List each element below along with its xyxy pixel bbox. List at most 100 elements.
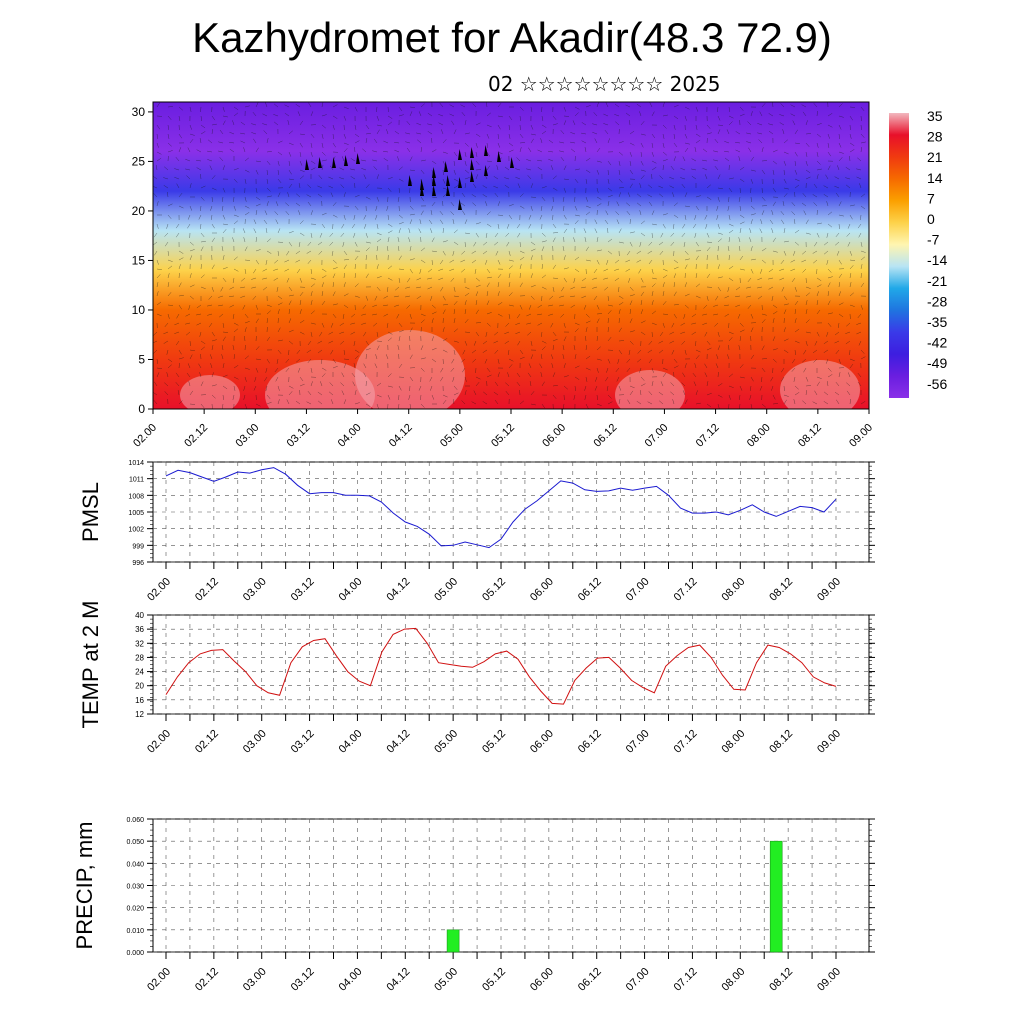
wind-arrow xyxy=(516,381,521,387)
wind-arrow xyxy=(299,232,305,236)
wind-arrow xyxy=(749,394,752,400)
wind-arrow xyxy=(464,331,471,333)
wind-arrow xyxy=(629,300,633,306)
wind-arrow xyxy=(684,399,688,405)
wind-arrow xyxy=(175,156,180,162)
wind-arrow xyxy=(196,322,202,326)
wind-arrow xyxy=(167,106,174,108)
wind-arrow xyxy=(750,335,752,342)
wind-arrow xyxy=(156,201,159,207)
wind-arrow xyxy=(746,295,752,298)
wind-arrow xyxy=(728,177,734,180)
wind-arrow xyxy=(694,232,697,238)
wind-arrow xyxy=(585,313,590,318)
wind-arrow xyxy=(672,192,675,198)
wind-arrow xyxy=(431,160,437,165)
wind-arrow xyxy=(442,227,444,234)
y-tick-label: 30 xyxy=(132,105,146,119)
wind-arrow xyxy=(409,169,415,171)
wind-arrow xyxy=(163,340,169,344)
wind-arrow xyxy=(376,403,379,409)
wind-arrow xyxy=(574,256,580,261)
wind-arrow xyxy=(343,293,349,297)
wind-arrow xyxy=(460,104,466,108)
wind-arrow xyxy=(772,311,778,315)
wind-arrow xyxy=(662,151,667,156)
wind-arrow xyxy=(363,372,367,378)
wind-arrow xyxy=(365,353,367,360)
wind-arrow xyxy=(504,331,510,335)
wind-arrow xyxy=(453,349,456,355)
wind-arrow xyxy=(299,383,305,387)
wind-arrow xyxy=(651,322,657,326)
wind-arrow xyxy=(418,385,422,391)
wind-arrow xyxy=(211,394,216,399)
wind-arrow xyxy=(464,300,467,306)
wind-arrow xyxy=(528,223,532,229)
wind-arrow xyxy=(860,282,865,288)
wind-arrow xyxy=(508,273,511,279)
wind-arrow xyxy=(673,223,675,229)
wind-arrow xyxy=(638,268,642,274)
wind-arrow xyxy=(409,219,413,225)
wind-arrow xyxy=(681,382,686,387)
wind-arrow xyxy=(240,140,246,144)
wind-arrow xyxy=(574,196,576,203)
wind-arrow xyxy=(460,202,466,207)
wind-arrow xyxy=(581,295,587,299)
x-tick-label: 08.12 xyxy=(796,422,824,450)
wind-arrow xyxy=(409,335,411,342)
wind-arrow xyxy=(222,120,226,126)
wind-arrow xyxy=(464,219,468,225)
wind-arrow xyxy=(519,133,524,139)
wind-arrow xyxy=(794,142,800,144)
wind-arrow xyxy=(189,249,195,252)
x-tick-label: 08.12 xyxy=(767,728,795,756)
wind-arrow xyxy=(735,142,741,144)
wind-arrow xyxy=(860,214,862,221)
wind-arrow xyxy=(232,277,235,283)
wind-arrow xyxy=(673,124,676,130)
wind-arrow xyxy=(716,354,719,360)
x-tick-label: 05.12 xyxy=(480,728,508,756)
wind-arrow xyxy=(636,259,642,263)
wind-arrow xyxy=(420,103,425,108)
wind-arrow xyxy=(431,149,437,153)
wind-arrow xyxy=(221,354,224,360)
wind-arrow xyxy=(826,381,829,387)
wind-arrow xyxy=(332,291,336,297)
wind-arrow xyxy=(783,394,789,397)
wind-arrow xyxy=(816,331,820,337)
wind-arrow xyxy=(221,246,224,252)
wind-arrow xyxy=(275,376,279,382)
wind-arrow xyxy=(222,267,228,270)
wind-arrow xyxy=(233,376,239,380)
wind-arrow xyxy=(550,322,554,328)
wind-arrow xyxy=(640,142,644,148)
wind-arrow xyxy=(222,223,228,226)
wind-arrow xyxy=(640,277,644,283)
wind-arrow xyxy=(660,381,664,387)
wind-arrow xyxy=(376,196,380,202)
wind-arrow xyxy=(673,156,676,162)
wind-arrow xyxy=(163,185,169,189)
wind-arrow xyxy=(244,321,250,324)
wind-arrow xyxy=(431,201,436,207)
wind-arrow xyxy=(343,115,347,121)
wind-arrow xyxy=(684,258,690,261)
wind-arrow xyxy=(200,381,204,387)
wind-arrow xyxy=(540,372,543,378)
wind-arrow xyxy=(662,114,668,117)
wind-arrow xyxy=(738,345,741,351)
wind-arrow xyxy=(394,141,400,144)
wind-arrow xyxy=(482,250,488,255)
wind-arrow xyxy=(594,138,598,144)
wind-arrow xyxy=(351,313,356,318)
wind-arrow xyxy=(416,295,422,300)
wind-arrow xyxy=(196,149,202,153)
wind-arrow xyxy=(464,232,470,234)
wind-arrow xyxy=(702,159,708,162)
wind-arrow xyxy=(563,375,569,378)
wind-arrow xyxy=(849,133,852,139)
